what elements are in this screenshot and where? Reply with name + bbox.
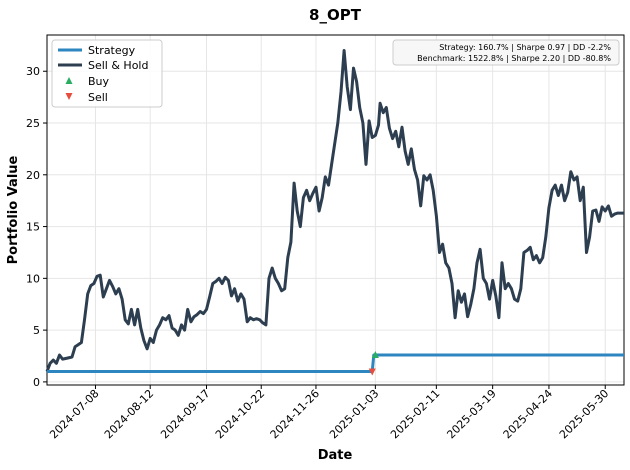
legend-strategy-label: Strategy (88, 44, 136, 57)
legend: Strategy Sell & Hold Buy Sell (51, 39, 163, 108)
plot-area-frame (46, 34, 625, 386)
legend-buy-label: Buy (88, 75, 110, 88)
sell-hold-line (45, 49, 624, 373)
legend-sell-label: Sell (88, 91, 108, 104)
y-tick-label: 5 (33, 324, 40, 337)
legend-box (51, 39, 163, 108)
stats-strategy-text: Strategy: 160.7% | Sharpe 0.97 | DD -2.2… (439, 43, 611, 52)
x-axis-label: Date (318, 448, 353, 463)
stats-box-frame (392, 39, 620, 66)
strategy-line (47, 353, 624, 373)
y-tick-label: 10 (26, 272, 40, 285)
y-axis-label: Portfolio Value (6, 155, 21, 264)
y-tick-label: 25 (26, 117, 40, 130)
series-layer (45, 49, 624, 373)
stats-box: Strategy: 160.7% | Sharpe 0.97 | DD -2.2… (392, 39, 620, 66)
legend-buy-marker (65, 77, 73, 84)
legend-sell-hold-label: Sell & Hold (88, 59, 148, 72)
chart-title: 8_OPT (309, 6, 362, 24)
legend-sell-marker (65, 93, 73, 100)
y-tick-label: 15 (26, 221, 40, 234)
trade-markers (368, 350, 379, 376)
y-tick-label: 20 (26, 169, 40, 182)
y-axis: 0 5 10 15 20 25 30 (26, 65, 47, 389)
sell-marker (368, 368, 376, 376)
stats-benchmark-text: Benchmark: 1522.8% | Sharpe 2.20 | DD -8… (417, 54, 611, 63)
y-tick-label: 0 (33, 376, 40, 389)
buy-marker (371, 350, 379, 358)
y-tick-label: 30 (26, 65, 40, 78)
